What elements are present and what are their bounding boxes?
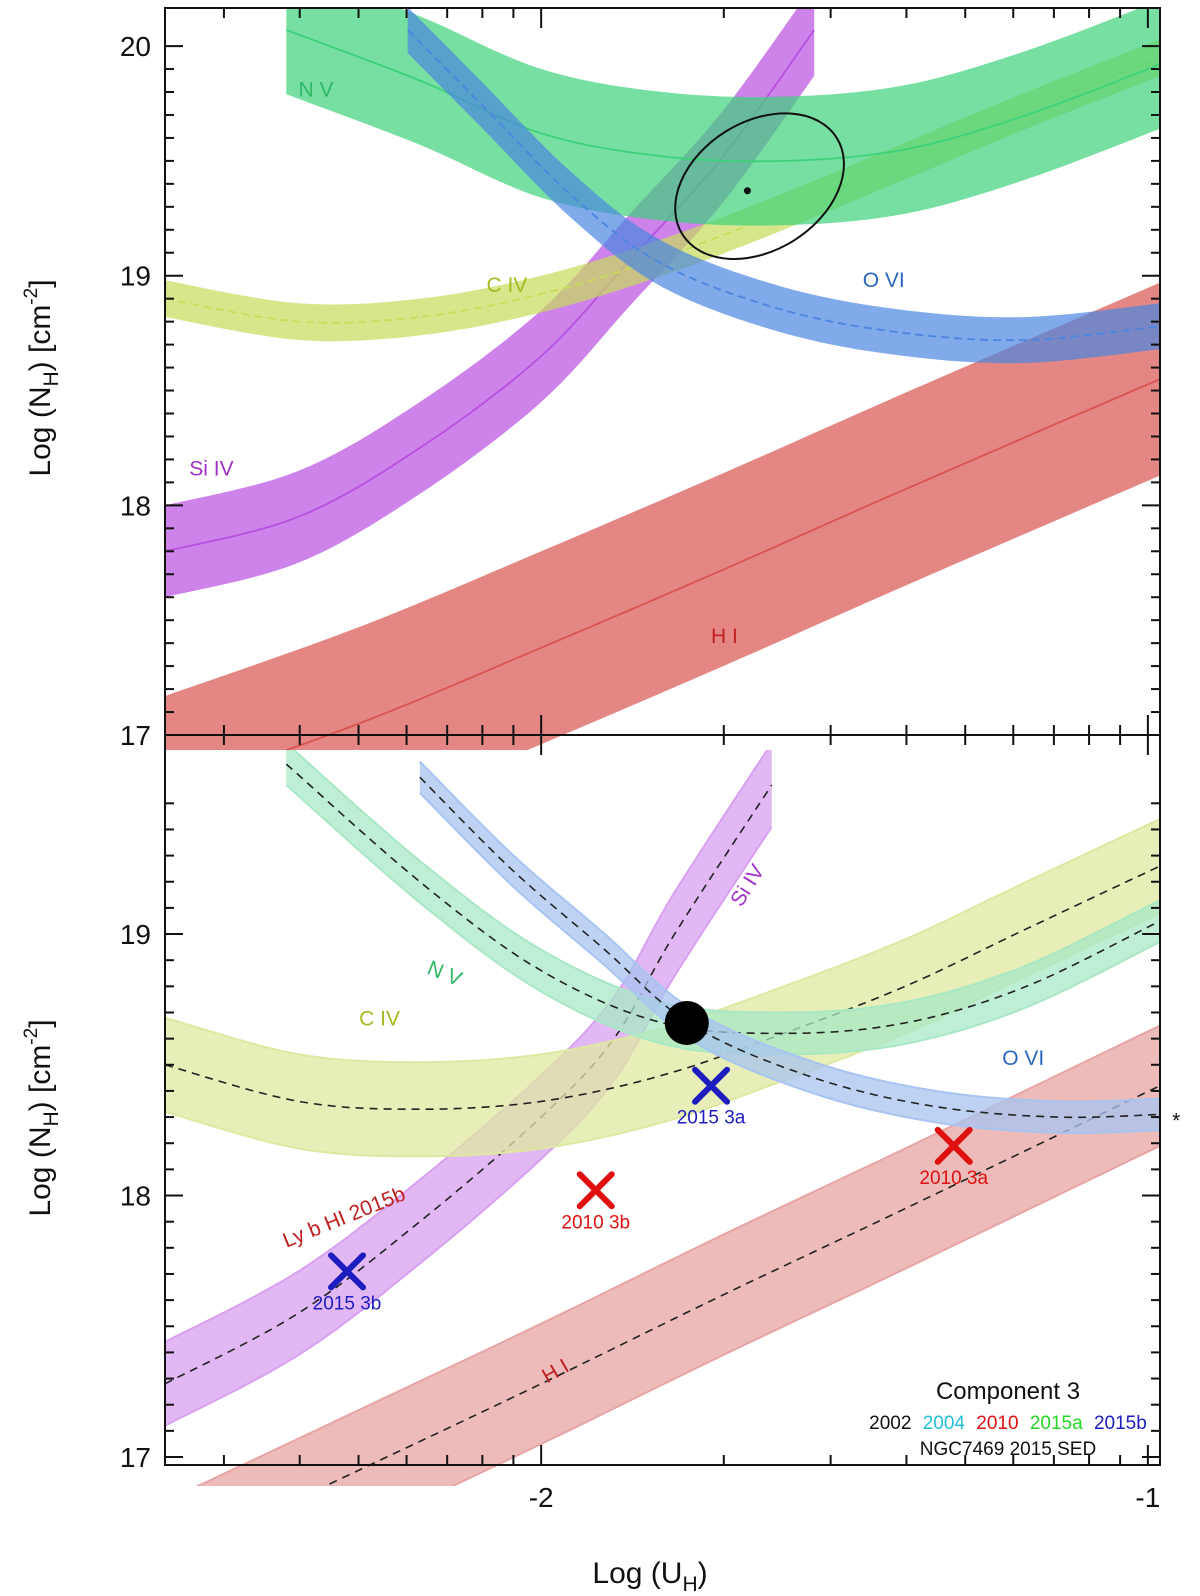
axes-frame <box>164 734 1161 1466</box>
band-edge <box>165 826 773 1427</box>
y-tick-label: 20 <box>120 31 151 62</box>
bottom-axes: 17 18 19 -2 -1 <box>120 734 1161 1513</box>
band-center-n-v <box>285 29 1161 163</box>
band-o-vi <box>407 8 1160 364</box>
marker-label: 2015 3a <box>677 1108 746 1129</box>
marker-2015-3b <box>328 1252 367 1291</box>
y-tick-label: 19 <box>120 261 151 292</box>
legend-title: Component 3 <box>936 1378 1080 1405</box>
marker-label: 2010 3b <box>561 1212 630 1233</box>
y-tick-label: 17 <box>120 720 151 751</box>
marker-2010-3a <box>934 1126 973 1165</box>
band-label-o-vi: O VI <box>863 269 905 292</box>
best-fit-point <box>743 187 751 195</box>
legend-subtitle: NGC7469 2015 SED <box>920 1439 1096 1460</box>
legend-year-2015b: 2015b <box>1094 1413 1147 1434</box>
band-edge <box>419 792 1161 1134</box>
y-tick-label: 19 <box>120 919 151 950</box>
band-n-v <box>286 750 1160 1055</box>
band-center-h-i <box>284 378 1161 750</box>
band-si-iv <box>165 8 815 598</box>
legend-year-2015a: 2015a <box>1030 1413 1083 1434</box>
bottom-y-axis-title: Log (NH) [cm-2] <box>21 1019 63 1216</box>
band-edge <box>419 760 1161 1103</box>
band-label-c-iv: C IV <box>487 274 528 297</box>
marker-2010-3b <box>576 1171 615 1210</box>
x-tick-label: -2 <box>529 1482 554 1513</box>
band-n-v <box>286 8 1160 226</box>
legend-year-2002: 2002 <box>869 1413 911 1434</box>
y-tick-label: 18 <box>120 490 151 521</box>
x-axis-title: Log (UH) <box>592 1557 707 1596</box>
band-label-o-vi: O VI <box>1002 1047 1044 1070</box>
band-h-i <box>165 282 1160 750</box>
band-o-vi <box>419 761 1160 1133</box>
band-edge <box>292 750 1161 1014</box>
marker-label: 2010 3a <box>919 1168 988 1189</box>
band-si-iv <box>165 750 772 1426</box>
bottom-plot-content <box>165 750 1161 1486</box>
marker-2015-3a <box>692 1066 731 1105</box>
y-tick-label: 17 <box>120 1442 151 1473</box>
band-label-n-v: N V <box>298 79 333 102</box>
band-label-h-i: H I <box>711 625 738 648</box>
band-center-o-vi <box>407 29 1161 342</box>
band-edge <box>450 1144 1161 1486</box>
y-tick-label: 18 <box>120 1181 151 1212</box>
band-edge <box>195 1024 1161 1486</box>
marker-label: 2015 3b <box>313 1293 382 1314</box>
x-tick-label: -1 <box>1135 1482 1160 1513</box>
band-label-*: * <box>1172 1110 1180 1133</box>
band-label-c-iv: C IV <box>359 1008 400 1031</box>
legend-year-2010: 2010 <box>976 1413 1018 1434</box>
top-plot-content <box>165 8 1161 750</box>
solution-point <box>664 1000 709 1045</box>
band-c-iv <box>165 819 1160 1157</box>
top-y-axis-title: Log (NH) [cm-2] <box>21 279 63 476</box>
band-c-iv <box>165 39 1160 342</box>
confidence-ellipse <box>674 112 845 260</box>
legend-years: 2002 2004 2010 2015a 2015b <box>869 1413 1147 1434</box>
band-center-o-vi <box>419 776 1161 1119</box>
top-band-labels: N V C IV O VI Si IV H I <box>189 79 904 649</box>
legend-year-2004: 2004 <box>923 1413 966 1434</box>
y-axis-title-text: Log (NH) [cm-2] <box>21 1019 63 1216</box>
band-label-si-iv: Si IV <box>189 458 233 481</box>
y-axis-title-text: Log (NH) [cm-2] <box>21 279 63 476</box>
top-panel: N V C IV O VI Si IV H I 17 18 19 20 Log (NH) [c… <box>21 7 1180 751</box>
legend: Component 3 2002 2004 2010 2015a 2015b N… <box>869 1378 1147 1460</box>
band-center-c-iv <box>165 865 1161 1110</box>
